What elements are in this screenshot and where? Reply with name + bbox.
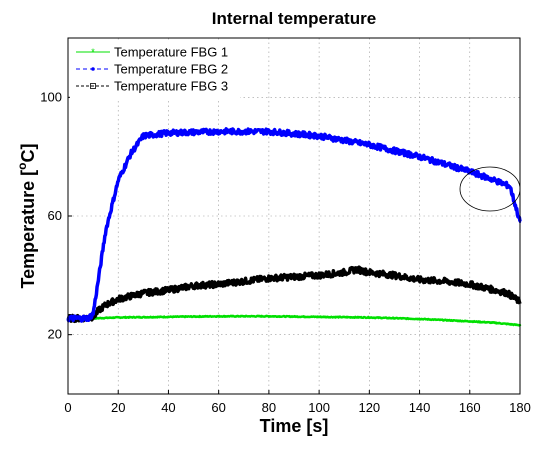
data-point [104, 229, 107, 233]
data-point [317, 134, 321, 138]
legend-marker [90, 83, 96, 89]
data-point [468, 283, 471, 286]
data-point [96, 309, 100, 313]
data-point [343, 271, 346, 274]
data-point [418, 155, 421, 158]
data-point [117, 297, 120, 301]
data-point [508, 185, 512, 188]
x-tick-label: 0 [64, 400, 71, 415]
y-tick-label: 100 [40, 89, 62, 104]
data-point [368, 271, 371, 274]
data-point [217, 130, 220, 133]
x-tick-label: 100 [308, 400, 330, 415]
data-point [267, 130, 271, 133]
data-point [217, 283, 220, 286]
legend-item-3: Temperature FBG 3 [76, 79, 228, 94]
data-point [167, 288, 170, 292]
x-tick-label: 20 [111, 400, 125, 415]
x-tick-label: 120 [358, 400, 380, 415]
data-point [242, 280, 245, 283]
data-point [129, 152, 132, 155]
legend-marker: * [91, 47, 95, 57]
tick-layer: 0 20 40 60 80 100 120 140 160 180 20 60 100 [40, 89, 531, 415]
data-point [493, 288, 497, 292]
legend-label: Temperature FBG 3 [114, 79, 228, 94]
data-point [317, 274, 321, 277]
data-point [96, 280, 100, 283]
data-point [117, 179, 120, 182]
chart-title: Internal temperature [212, 9, 376, 28]
data-point [493, 321, 497, 324]
legend-item-2: Temperature FBG 2 [76, 62, 228, 77]
legend: * Temperature FBG 1 Temperature FBG 2 Tempe… [70, 40, 240, 98]
x-tick-label: 160 [459, 400, 481, 415]
y-axis-label-superscript: o [15, 162, 29, 169]
data-point [192, 284, 195, 287]
data-point [167, 315, 170, 319]
legend-label: Temperature FBG 2 [114, 62, 228, 77]
data-point [368, 143, 371, 146]
data-point [468, 320, 471, 323]
series-1 [66, 314, 522, 327]
data-point [267, 277, 271, 280]
y-tick-label: 60 [48, 208, 62, 223]
x-axis-label: Time [s] [260, 416, 329, 436]
data-point [355, 268, 358, 271]
data-point [292, 275, 296, 279]
legend-marker [91, 67, 95, 71]
data-point [418, 317, 421, 321]
x-tick-label: 40 [161, 400, 175, 415]
data-point [443, 280, 446, 283]
data-point [393, 274, 396, 277]
series-3 [66, 265, 522, 323]
data-point [418, 278, 421, 281]
data-point [104, 303, 107, 307]
data-point [368, 316, 371, 319]
data-point [267, 315, 271, 318]
x-tick-label: 60 [211, 400, 225, 415]
data-point [317, 315, 321, 319]
x-tick-label: 140 [409, 400, 431, 415]
legend-item-1: * Temperature FBG 1 [76, 45, 228, 60]
data-point [167, 131, 170, 135]
x-tick-label: 80 [262, 400, 276, 415]
data-point [91, 312, 95, 316]
y-axis-label: Temperature [oC] [15, 143, 38, 288]
data-point [86, 317, 90, 320]
data-point [142, 291, 145, 295]
data-point [217, 315, 220, 318]
data-point [513, 202, 517, 206]
data-point [493, 179, 497, 182]
data-point [117, 316, 120, 319]
y-axis-label-end: C] [18, 143, 38, 162]
series-line-1 [67, 314, 521, 327]
highlight-ellipse [459, 166, 521, 212]
x-tick-label: 180 [509, 400, 531, 415]
data-point [142, 134, 145, 138]
series-layer [66, 127, 522, 327]
y-axis-label-main: Temperature [ [18, 170, 38, 289]
legend-label: Temperature FBG 1 [114, 45, 228, 60]
data-point [506, 291, 509, 295]
series-2 [66, 127, 522, 323]
y-tick-label: 20 [48, 327, 62, 342]
